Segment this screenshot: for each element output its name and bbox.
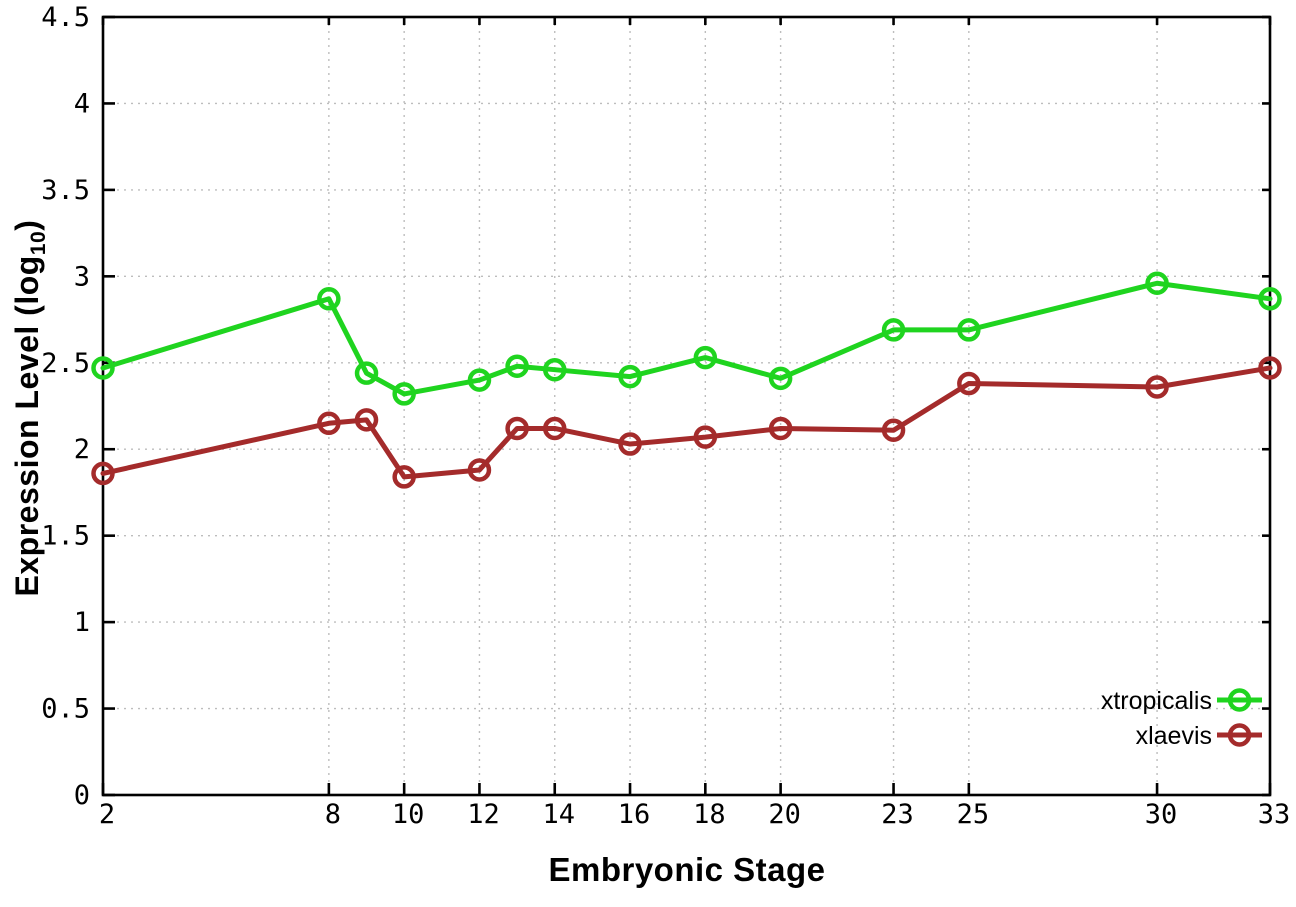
xtropicalis-point [1258,287,1282,311]
x-tick-label: 16 [618,799,651,830]
tick-labels: 2 8 10 12 14 16 18 20 23 25 30 33 0 0.5 1 1.5 2 2.5 3 3.5 4 4… [41,2,1290,830]
x-tick-label: 2 [99,799,115,830]
xtropicalis-point [542,357,567,382]
xtropicalis-point [467,368,492,392]
y-tick-label: 1.5 [41,521,90,552]
tick-marks [101,15,1272,797]
xtropicalis-point [1145,271,1169,295]
series-xlaevis [91,356,1282,489]
xtropicalis-point [91,356,115,380]
xtropicalis-point [768,366,793,391]
xtropicalis-line [100,280,1273,397]
xlaevis-point [392,465,416,489]
y-tick-label: 3 [74,261,90,292]
y-axis-label: Expression Level (log10) [9,220,51,597]
xlaevis-point [768,416,793,441]
xlaevis-point [354,408,379,432]
xlaevis-point [957,371,981,396]
xtropicalis-point [392,382,416,406]
x-tick-label: 30 [1145,799,1178,830]
xtropicalis-point [317,287,341,311]
xtropicalis-point [618,364,642,389]
xlaevis-point [317,411,341,436]
legend-item-xtropicalis: xtropicalis [1101,687,1262,715]
xlaevis-line [100,365,1273,480]
y-tick-label: 4 [74,88,90,119]
xlaevis-point [618,432,642,456]
x-tick-label: 14 [542,799,575,830]
xlaevis-point [467,458,492,482]
legend-label: xtropicalis [1101,687,1212,715]
xtropicalis-point [881,318,906,342]
x-tick-label: 25 [957,799,990,830]
legend-marker-xlaevis [1227,723,1252,747]
xlaevis-point [881,418,906,442]
x-tick-label: 18 [693,799,726,830]
y-tick-label: 1 [74,607,90,638]
x-axis-label: Embryonic Stage [548,851,826,888]
legend-label: xlaevis [1136,722,1212,750]
series-xtropicalis [91,271,1282,406]
xtropicalis-point [505,354,529,378]
x-tick-label: 23 [881,799,914,830]
y-axis-label-end: ) [8,219,45,231]
y-axis-label-subscript: 10 [27,230,51,256]
xlaevis-point [1145,375,1169,399]
x-tick-label: 33 [1258,799,1291,830]
xlaevis-point [693,425,718,449]
y-axis-label-main: Expression Level (log [8,255,45,597]
xlaevis-point [505,416,529,441]
y-tick-label: 2.5 [41,348,90,379]
x-tick-label: 20 [768,799,801,830]
xlaevis-point [542,416,567,441]
legend-marker-xtropicalis [1227,688,1252,712]
xtropicalis-point [354,361,379,385]
gridlines [103,17,1270,795]
xlaevis-point [91,461,115,486]
xlaevis-point [1258,356,1282,380]
y-tick-label: 0.5 [41,694,90,725]
y-tick-label: 4.5 [41,2,90,33]
legend-item-xlaevis: xlaevis [1136,722,1262,750]
y-tick-label: 3.5 [41,175,90,206]
x-tick-label: 10 [392,799,425,830]
y-tick-label: 2 [74,434,90,465]
x-tick-label: 8 [325,799,341,830]
xtropicalis-point [957,318,981,342]
y-tick-label: 0 [74,780,90,811]
plot-border [101,15,1272,797]
xtropicalis-point [693,345,718,370]
x-tick-label: 12 [467,799,500,830]
legend: xtropicalis xlaevis [1101,687,1262,750]
